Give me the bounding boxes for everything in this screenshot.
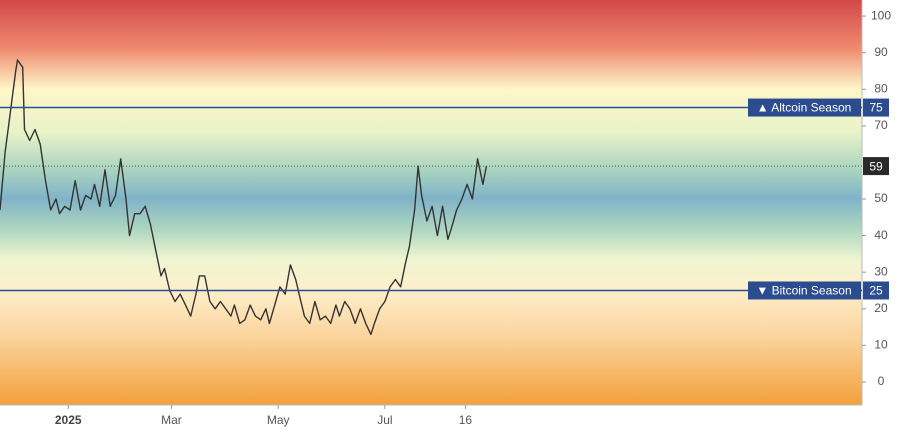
y-tick-label: 20 [874, 301, 888, 315]
y-tick-label: 50 [874, 191, 888, 205]
y-tick-label: 0 [878, 374, 885, 388]
level-label: ▲ Altcoin Season [757, 101, 852, 115]
y-tick-label: 40 [874, 228, 888, 242]
level-value-box [863, 281, 889, 300]
series-line [0, 59, 488, 336]
x-tick-label: May [267, 413, 290, 427]
level-label-box [748, 98, 861, 117]
level-label: ▼ Bitcoin Season [756, 284, 851, 298]
y-tick-label: 70 [874, 118, 888, 132]
x-tick-label: Mar [161, 413, 182, 427]
y-tick-label: 80 [874, 81, 888, 95]
plot-background [0, 0, 862, 405]
current-value: 59 [869, 159, 883, 173]
level-label-box [748, 281, 861, 300]
x-tick-label: 16 [459, 413, 473, 427]
y-tick-label: 90 [874, 45, 888, 59]
level-value-box [863, 98, 889, 117]
level-value: 75 [869, 101, 883, 115]
y-tick-label: 100 [871, 8, 891, 22]
x-tick-label: Jul [377, 413, 392, 427]
x-tick-label: 2025 [55, 413, 82, 427]
y-tick-label: 30 [874, 264, 888, 278]
y-tick-label: 10 [874, 338, 888, 352]
current-value-box [863, 157, 889, 176]
level-value: 25 [869, 284, 883, 298]
